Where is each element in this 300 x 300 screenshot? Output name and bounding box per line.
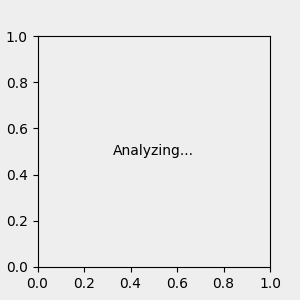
Text: Analyzing...: Analyzing... (113, 145, 194, 158)
